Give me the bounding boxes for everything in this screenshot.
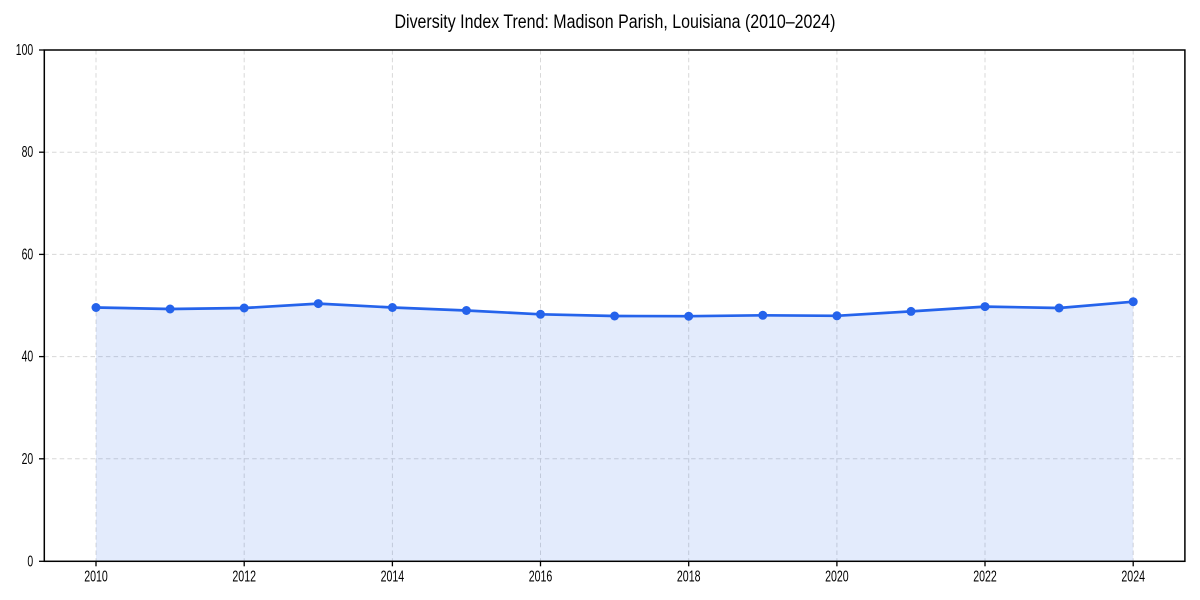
svg-text:100: 100 (16, 42, 33, 59)
svg-text:2020: 2020 (825, 569, 849, 586)
svg-text:2024: 2024 (1121, 569, 1145, 586)
svg-text:Diversity Index Trend: Madison: Diversity Index Trend: Madison Parish, L… (395, 12, 836, 33)
svg-text:2012: 2012 (232, 569, 256, 586)
svg-text:2016: 2016 (529, 569, 553, 586)
svg-text:20: 20 (22, 451, 34, 468)
svg-text:0: 0 (27, 553, 33, 570)
svg-text:60: 60 (22, 246, 34, 263)
svg-text:2010: 2010 (84, 569, 108, 586)
svg-text:80: 80 (22, 144, 34, 161)
svg-text:2022: 2022 (973, 569, 997, 586)
svg-text:2018: 2018 (677, 569, 701, 586)
svg-text:40: 40 (22, 349, 34, 366)
svg-text:2014: 2014 (381, 569, 405, 586)
